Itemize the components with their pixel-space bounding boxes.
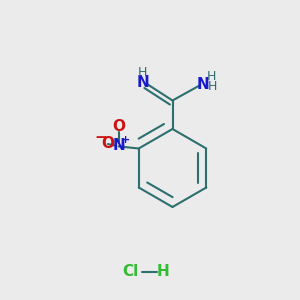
Text: N: N: [197, 77, 210, 92]
Text: N: N: [136, 75, 149, 90]
Text: O: O: [112, 119, 125, 134]
Text: H: H: [208, 80, 218, 93]
Text: H: H: [156, 264, 169, 279]
Text: +: +: [121, 135, 130, 146]
Text: Cl: Cl: [122, 264, 139, 279]
Text: N: N: [112, 138, 125, 153]
Text: O: O: [101, 136, 114, 152]
Text: H: H: [207, 70, 216, 83]
Text: −: −: [94, 130, 107, 145]
Text: H: H: [138, 66, 148, 79]
